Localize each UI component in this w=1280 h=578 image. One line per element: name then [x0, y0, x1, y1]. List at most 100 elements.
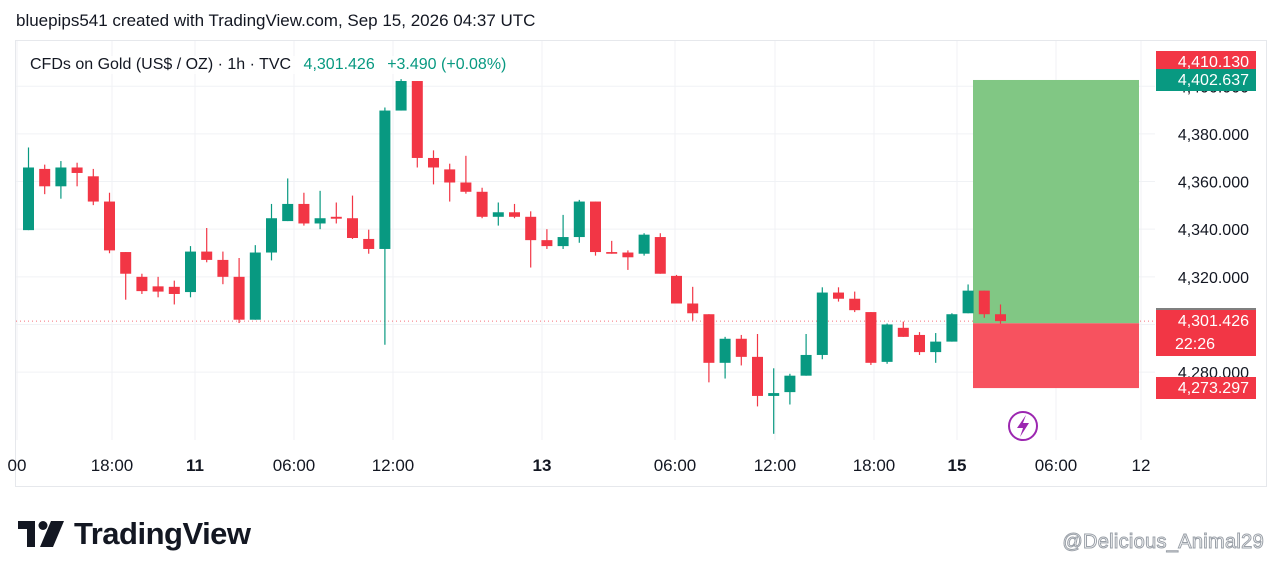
- candle-body: [800, 354, 812, 376]
- candle-body: [881, 324, 893, 362]
- candle: [217, 251, 229, 285]
- candle: [833, 287, 844, 302]
- symbol-legend[interactable]: CFDs on Gold (US$ / OZ) · 1h · TVC 4,301…: [28, 56, 509, 74]
- candle-body: [995, 314, 1006, 322]
- candle-body: [784, 375, 796, 393]
- candle-body: [363, 238, 375, 249]
- candle-body: [104, 201, 115, 251]
- x-tick-label: 15: [948, 456, 967, 475]
- price-tag-text-stop: 4,273.297: [1178, 380, 1249, 397]
- candle-body: [71, 167, 83, 173]
- price-tag-target: 4,410.130: [1156, 51, 1256, 73]
- candle: [654, 233, 666, 274]
- candle: [768, 368, 780, 434]
- candle: [39, 164, 51, 195]
- time-axis[interactable]: 00 18:00 11 06:00 12:00 13 06:00 12:00 18:00 15 06…: [8, 456, 1151, 475]
- candle-body: [654, 237, 666, 274]
- position-zones: [973, 79, 1139, 389]
- candle-body: [768, 393, 780, 396]
- price-tag-bg-stop: [1156, 377, 1256, 399]
- candle-body: [735, 338, 747, 357]
- y-tick-label: 4,360.000: [1178, 175, 1249, 192]
- candle-body: [930, 341, 942, 353]
- candle: [168, 280, 180, 305]
- price-tag-text-target: 4,410.130: [1178, 54, 1249, 71]
- candle-body: [39, 168, 51, 187]
- candle: [881, 323, 893, 364]
- candle-body: [865, 312, 877, 363]
- candle-body: [330, 216, 342, 219]
- candle-body: [120, 252, 132, 274]
- candle-body: [249, 252, 261, 320]
- candle-body: [233, 276, 245, 320]
- candle: [573, 199, 585, 243]
- candle: [703, 314, 715, 383]
- candle: [298, 192, 310, 226]
- x-tick-label: 12: [1132, 456, 1151, 475]
- candle: [120, 252, 132, 300]
- candle: [687, 286, 699, 321]
- candle-body: [314, 218, 326, 224]
- candle: [897, 321, 909, 337]
- candle-body: [152, 286, 164, 292]
- price-tag-text-countdown: 22:26: [1175, 336, 1215, 353]
- candle-body: [87, 176, 99, 202]
- candle-body: [525, 216, 537, 241]
- candle: [249, 245, 261, 320]
- candle: [136, 273, 148, 294]
- candle: [849, 291, 861, 313]
- candle-body: [557, 237, 569, 247]
- candle-body: [460, 182, 472, 192]
- candle: [525, 211, 537, 268]
- candle: [557, 214, 569, 249]
- candle: [638, 233, 650, 256]
- publisher-header: bluepips541 created with TradingView.com…: [16, 11, 536, 30]
- candle-body: [946, 314, 958, 342]
- candle: [152, 276, 164, 298]
- y-tick-label: 4,380.000: [1178, 127, 1249, 144]
- candle-body: [541, 240, 553, 247]
- candle-body: [606, 252, 618, 254]
- lightning-icon: [1017, 415, 1029, 437]
- candle-body: [978, 290, 990, 315]
- candle-body: [509, 212, 520, 217]
- candle-body: [476, 191, 488, 217]
- x-tick-label: 06:00: [273, 456, 316, 475]
- tradingview-logo: TradingView: [18, 514, 251, 554]
- candle-body: [573, 201, 585, 238]
- price-tag-text-last: 4,301.426: [1178, 313, 1249, 330]
- candle: [444, 163, 456, 202]
- candle: [347, 195, 358, 239]
- x-tick-label: 11: [186, 456, 204, 475]
- candle: [201, 227, 213, 263]
- candle-body: [55, 167, 67, 187]
- chart-frame[interactable]: [15, 40, 1267, 487]
- alert-icon[interactable]: [1008, 411, 1038, 441]
- price-tag-stop: 4,273.297: [1156, 377, 1256, 399]
- candle: [282, 178, 294, 222]
- candle-body: [23, 167, 34, 231]
- price-labels: 4,410.1304,402.6374,302.1294,301.42622:2…: [1156, 51, 1256, 399]
- candle: [104, 192, 115, 254]
- candle-body: [849, 298, 861, 311]
- candle-body: [590, 201, 601, 253]
- candle-body: [395, 81, 407, 111]
- candle: [865, 312, 877, 365]
- candle: [671, 274, 682, 304]
- candle: [606, 240, 618, 254]
- candle: [962, 284, 974, 314]
- candle-body: [347, 218, 358, 238]
- candle: [946, 313, 958, 342]
- y-tick-label: 4,320.000: [1178, 270, 1249, 287]
- x-tick-label: 06:00: [1035, 456, 1078, 475]
- candle-body: [298, 203, 310, 224]
- candle: [363, 229, 375, 254]
- candle: [71, 162, 83, 187]
- candle-body: [201, 251, 213, 260]
- candle: [590, 201, 601, 256]
- candle-body: [914, 334, 925, 353]
- candle: [735, 334, 747, 366]
- candle: [233, 258, 245, 324]
- candle-body: [752, 356, 763, 396]
